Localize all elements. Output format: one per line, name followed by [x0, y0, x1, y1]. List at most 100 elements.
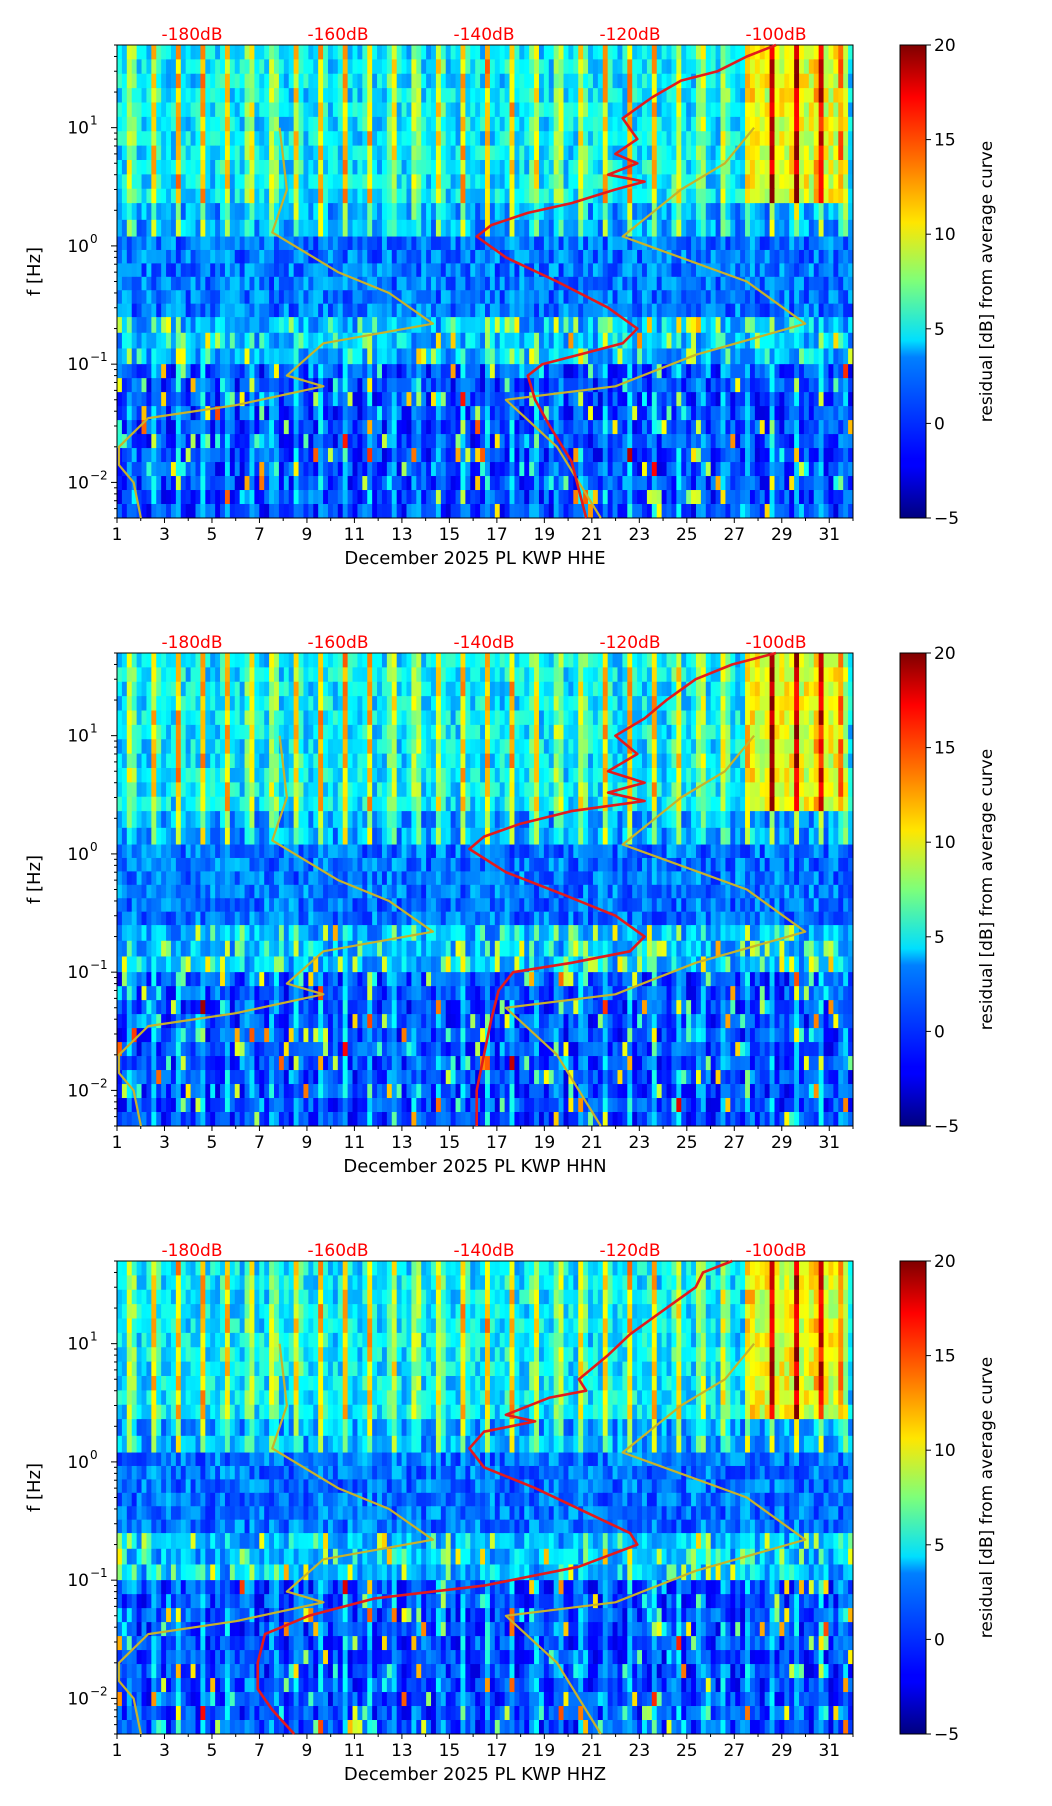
heatmap-cell — [740, 476, 746, 491]
heatmap-cell — [499, 174, 506, 190]
heatmap-cell — [161, 434, 167, 449]
heatmap-cell — [180, 263, 187, 278]
heatmap-cell — [745, 420, 751, 435]
heatmap-cell — [735, 364, 741, 379]
heatmap-cell — [332, 236, 339, 251]
heatmap-cell — [480, 378, 486, 393]
heatmap-cell — [180, 462, 187, 477]
heatmap-cell — [784, 290, 790, 305]
heatmap-cell — [700, 188, 707, 204]
heatmap-cell — [725, 131, 731, 147]
heatmap-cell — [480, 476, 486, 491]
heatmap-cell — [794, 188, 800, 204]
heatmap-cell — [347, 45, 354, 60]
heatmap-cell — [377, 236, 383, 251]
heatmap-cell — [725, 317, 731, 334]
heatmap-cell — [220, 276, 226, 291]
heatmap-cell — [597, 420, 604, 435]
heatmap-cell — [234, 378, 241, 393]
heatmap-cell — [401, 236, 407, 251]
heatmap-cell — [803, 219, 810, 238]
heatmap-cell — [803, 364, 810, 379]
heatmap-cell — [269, 73, 275, 89]
heatmap-cell — [612, 392, 618, 407]
heatmap-cell — [146, 364, 152, 379]
heatmap-cell — [254, 462, 260, 477]
heatmap-cell — [308, 263, 314, 278]
heatmap-cell — [695, 420, 702, 435]
heatmap-cell — [313, 378, 319, 393]
heatmap-cell — [563, 276, 569, 291]
heatmap-cell — [681, 364, 687, 379]
heatmap-cell — [764, 392, 771, 407]
heatmap-cell — [283, 219, 290, 238]
heatmap-cell — [323, 116, 329, 132]
heatmap-cell — [352, 236, 358, 251]
heatmap-cell — [676, 188, 682, 204]
heatmap-cell — [563, 364, 569, 379]
heatmap-cell — [435, 263, 442, 278]
heatmap-cell — [715, 476, 722, 491]
heatmap-cell — [622, 462, 628, 477]
heatmap-cell — [745, 263, 751, 278]
heatmap-cell — [386, 73, 393, 89]
heatmap-cell — [367, 434, 373, 449]
heatmap-cell — [362, 406, 368, 421]
heatmap-cell — [249, 131, 255, 147]
heatmap-cell — [264, 290, 270, 305]
heatmap-cell — [730, 448, 736, 463]
heatmap-cell — [170, 219, 177, 238]
heatmap-cell — [548, 392, 555, 407]
heatmap-cell — [337, 348, 344, 365]
heatmap-cell — [146, 504, 152, 519]
heatmap-cell — [774, 160, 780, 175]
heatmap-cell — [180, 236, 187, 251]
heatmap-cell — [803, 160, 810, 175]
heatmap-cell — [421, 392, 427, 407]
heatmap-cell — [166, 490, 172, 505]
heatmap-cell — [715, 102, 722, 118]
heatmap-cell — [524, 332, 530, 349]
heatmap-cell — [735, 490, 741, 505]
heatmap-cell — [828, 249, 834, 264]
heatmap-cell — [367, 504, 373, 519]
heatmap-cell — [715, 434, 722, 449]
heatmap-cell — [519, 45, 525, 60]
heatmap-cell — [759, 249, 766, 264]
heatmap-cell — [573, 420, 579, 435]
heatmap-cell — [475, 406, 481, 421]
heatmap-cell — [681, 420, 687, 435]
heatmap-cell — [519, 116, 525, 132]
heatmap-cell — [274, 364, 280, 379]
heatmap-cell — [828, 102, 834, 118]
heatmap-cell — [391, 236, 398, 251]
heatmap-cell — [170, 236, 177, 251]
heatmap-cell — [244, 59, 250, 75]
heatmap-cell — [146, 317, 152, 334]
heatmap-cell — [337, 263, 344, 278]
heatmap-cell — [161, 102, 167, 118]
heatmap-cell — [352, 88, 358, 104]
heatmap-cell — [794, 160, 800, 175]
heatmap-cell — [445, 116, 452, 132]
heatmap-cell — [303, 188, 309, 204]
heatmap-cell — [185, 317, 192, 334]
heatmap-cell — [465, 448, 471, 463]
heatmap-cell — [269, 263, 275, 278]
heatmap-cell — [725, 236, 731, 251]
heatmap-cell — [534, 145, 540, 161]
heatmap-cell — [568, 364, 574, 379]
heatmap-cell — [327, 476, 334, 491]
heatmap-cell — [283, 448, 290, 463]
heatmap-cell — [480, 317, 486, 334]
heatmap-cell — [602, 160, 609, 175]
heatmap-cell — [583, 73, 589, 89]
heatmap-cell — [180, 276, 187, 291]
heatmap-cell — [499, 188, 506, 204]
heatmap-cell — [813, 332, 820, 349]
heatmap-cell — [524, 392, 530, 407]
heatmap-cell — [612, 448, 618, 463]
heatmap-cell — [332, 188, 339, 204]
heatmap-cell — [715, 88, 722, 104]
heatmap-cell — [200, 392, 206, 407]
